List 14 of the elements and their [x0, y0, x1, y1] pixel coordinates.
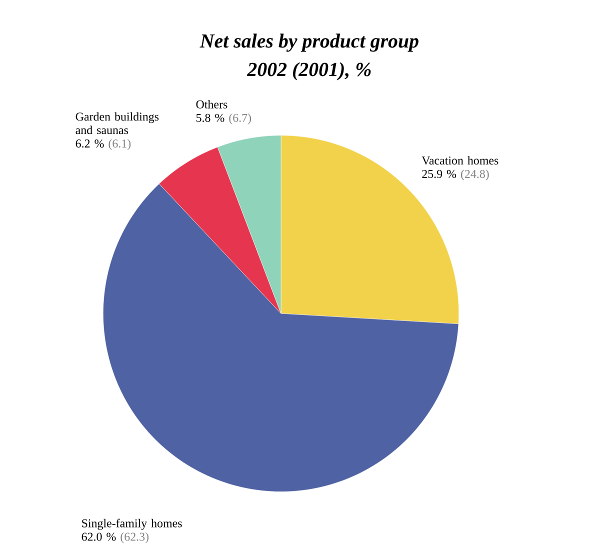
slice-label: Garden buildings and saunas — [76, 112, 159, 134]
text: (6.1) — [108, 139, 131, 150]
data-label: 5.8 % — [196, 114, 224, 122]
chart-title: Net sales by product group — [200, 34, 418, 52]
text: (62.3) — [120, 532, 149, 544]
text: (6.7) — [229, 114, 252, 125]
slice-label: Single-family homes — [82, 519, 182, 530]
slice-label: Vacation homes — [422, 156, 498, 165]
data-label: 6.2 % — [76, 140, 104, 148]
text: (24.8) — [461, 170, 489, 181]
data-label: 62.0 % — [82, 532, 116, 542]
slice-label: Others — [196, 100, 228, 109]
chart-subtitle: 2002 (2001), % — [246, 62, 371, 81]
data-label: 25.9 % — [422, 170, 456, 178]
